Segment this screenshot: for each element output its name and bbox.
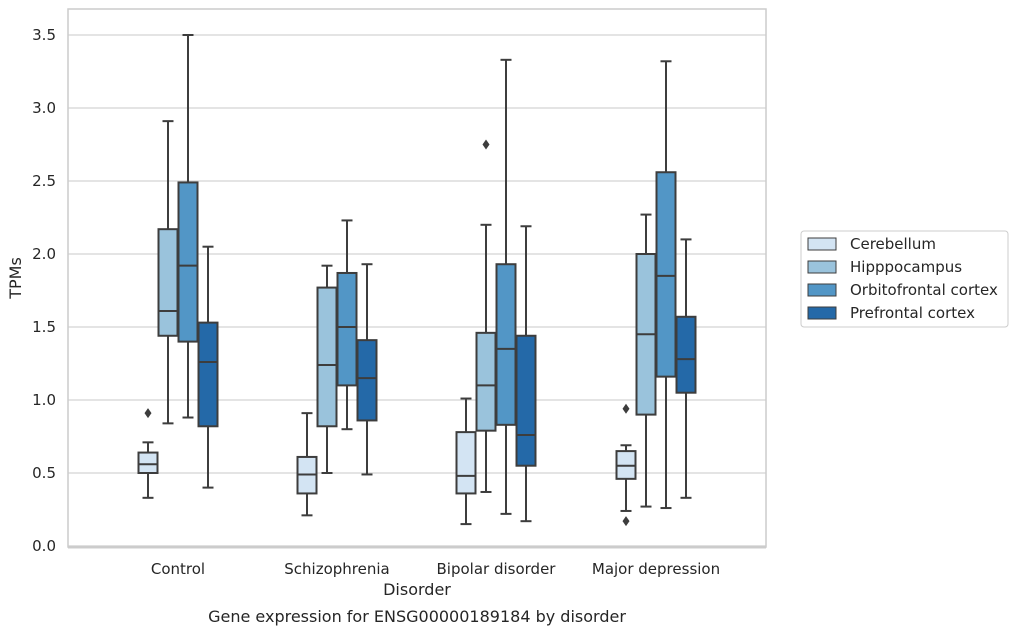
chart-caption: Gene expression for ENSG00000189184 by d… bbox=[208, 607, 626, 626]
box-iqr bbox=[316, 286, 338, 428]
box-plot bbox=[655, 60, 677, 510]
legend-label: Cerebellum bbox=[850, 235, 936, 253]
x-tick-label: Major depression bbox=[592, 560, 720, 578]
box-plot bbox=[157, 120, 179, 425]
box-iqr bbox=[197, 321, 219, 428]
legend-frame bbox=[800, 230, 1009, 328]
y-tick-label: 1.5 bbox=[32, 318, 56, 336]
x-tick-label: Bipolar disorder bbox=[437, 560, 557, 578]
box-iqr bbox=[495, 263, 517, 426]
box-plot bbox=[455, 397, 477, 526]
box-iqr bbox=[137, 451, 159, 474]
x-axis-title: Disorder bbox=[383, 580, 451, 599]
y-tick-label: 0.5 bbox=[32, 464, 56, 482]
legend-label: Orbitofrontal cortex bbox=[850, 281, 998, 299]
box-plots bbox=[137, 34, 697, 527]
y-tick-label: 3.5 bbox=[32, 26, 56, 44]
outlier-point bbox=[482, 139, 490, 150]
y-tick-label: 0.0 bbox=[32, 537, 56, 555]
x-tick-label: Control bbox=[151, 560, 205, 578]
box-plot bbox=[177, 34, 199, 419]
box-plot bbox=[495, 58, 517, 515]
y-tick-labels: 0.0 0.5 1.0 1.5 2.0 2.5 3.0 3.5 bbox=[32, 26, 56, 555]
box-plot bbox=[137, 408, 159, 499]
outlier-point bbox=[622, 403, 630, 414]
legend-swatch bbox=[807, 283, 837, 297]
box-iqr bbox=[675, 315, 697, 394]
box-plot bbox=[296, 412, 318, 517]
legend-swatch bbox=[807, 306, 837, 320]
box-iqr bbox=[356, 339, 378, 422]
y-axis-title: TPMs bbox=[6, 257, 25, 300]
legend-swatch bbox=[807, 237, 837, 251]
outlier-point bbox=[622, 516, 630, 527]
box-plot bbox=[675, 238, 697, 499]
box-iqr bbox=[177, 181, 199, 343]
y-tick-label: 3.0 bbox=[32, 99, 56, 117]
legend: Cerebellum Hipppocampus Orbitofrontal cort… bbox=[800, 230, 1009, 328]
outlier-point bbox=[144, 408, 152, 419]
box-iqr bbox=[157, 228, 179, 337]
box-iqr bbox=[336, 271, 358, 387]
legend-swatch bbox=[807, 260, 837, 274]
box-plot bbox=[316, 264, 338, 474]
box-iqr bbox=[475, 331, 497, 432]
y-tick-label: 2.0 bbox=[32, 245, 56, 263]
box-plot bbox=[515, 225, 537, 523]
legend-label: Hipppocampus bbox=[850, 258, 962, 276]
x-tick-label: Schizophrenia bbox=[284, 560, 389, 578]
box-iqr bbox=[515, 334, 537, 467]
y-tick-label: 1.0 bbox=[32, 391, 56, 409]
x-tick-labels: Control Schizophrenia Bipolar disorder Majo… bbox=[151, 560, 720, 578]
box-iqr bbox=[655, 171, 677, 378]
box-plot bbox=[615, 403, 637, 527]
box-iqr bbox=[455, 431, 477, 495]
legend-label: Prefrontal cortex bbox=[850, 304, 975, 322]
y-tick-label: 2.5 bbox=[32, 172, 56, 190]
box-plot bbox=[356, 263, 378, 476]
box-plot bbox=[197, 245, 219, 489]
box-plot bbox=[336, 219, 358, 431]
